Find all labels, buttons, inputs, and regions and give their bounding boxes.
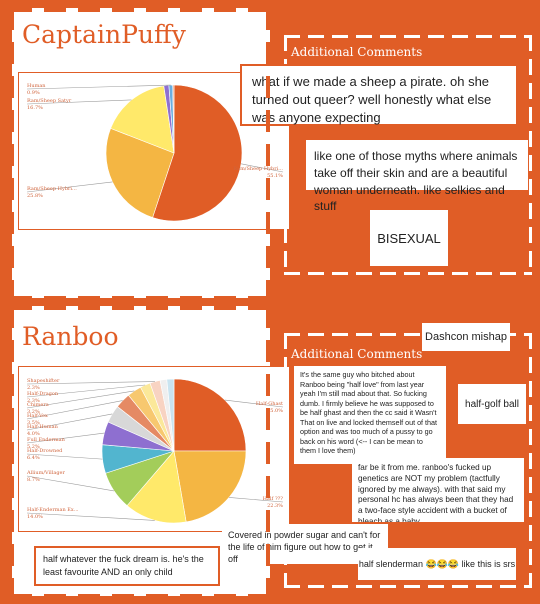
section-2-comments-border-bottom xyxy=(284,585,532,588)
comment-card: Dashcon mishap xyxy=(422,323,510,351)
slice-value-label: 25.8% xyxy=(27,193,43,199)
slice-label: Half-Human xyxy=(27,424,59,430)
slice-value-label: 55.1% xyxy=(267,173,283,179)
pie-slice-unlabeled xyxy=(172,84,175,154)
slice-label: Chimera xyxy=(27,402,49,408)
slice-value-label: 2.3% xyxy=(27,385,40,391)
leader-line xyxy=(229,497,284,503)
leader-line xyxy=(26,400,123,420)
pie-slice-ram-sheep-hybri xyxy=(105,127,175,218)
section-1-comments-border-top xyxy=(284,35,532,38)
comment-text: It's the same guy who bitched about Ranb… xyxy=(300,370,438,455)
comment-card: far be it from me. ranboo's fucked up ge… xyxy=(352,458,524,522)
slice-label: Half ??? xyxy=(263,496,284,502)
section-2-comments-title: Additional Comments xyxy=(291,347,423,361)
comment-text: like one of those myths where animals ta… xyxy=(314,149,518,214)
comment-text: Dashcon mishap xyxy=(425,331,507,343)
dashed-border xyxy=(10,306,272,310)
slice-value-label: 3.2% xyxy=(27,409,40,415)
leader-line xyxy=(26,413,113,431)
section-2-comments-border-top xyxy=(284,333,532,336)
section-2-comments-border-right xyxy=(529,333,532,588)
slice-value-label: 2.3% xyxy=(27,398,40,404)
comment-card: half-golf ball xyxy=(458,384,526,424)
pie-slice-unlabeled xyxy=(166,378,175,452)
slice-label: Half-Drowned xyxy=(27,448,63,454)
slice-label: Ram/Sheep Hybri... xyxy=(27,186,77,192)
dashed-border xyxy=(10,296,272,300)
chart-2-box: Half-Ghast25.0%Half ???22.3%Half-Enderma… xyxy=(18,366,290,532)
slice-value-label: 6.4% xyxy=(27,455,40,461)
leader-line xyxy=(26,99,132,105)
leader-line xyxy=(26,84,171,90)
pie-slice-half xyxy=(173,450,247,523)
section-2-title: Ranboo xyxy=(22,322,119,351)
dashed-border xyxy=(10,594,272,598)
leader-line xyxy=(26,453,103,460)
pie-chart-1: Ram/Sheep Hybri...55.1%Ram/Sheep Hybri..… xyxy=(26,83,284,222)
dashed-border xyxy=(10,8,14,300)
pie-slice-ram-sheep-hybri xyxy=(152,84,243,222)
slice-value-label: 16.7% xyxy=(27,105,43,111)
slice-value-label: 8.7% xyxy=(27,477,40,483)
pie-chart-2: Half-Ghast25.0%Half ???22.3%Half-Enderma… xyxy=(26,378,284,524)
comment-text: Covered in powder sugar and can't for th… xyxy=(228,530,381,565)
comment-text: half whatever the fuck dream is. he's th… xyxy=(43,554,204,577)
leader-line xyxy=(241,163,284,173)
section-1-title: CaptainPuffy xyxy=(22,20,186,49)
pie-slice-ram-sheep-satyr xyxy=(110,85,175,154)
slice-label: Half-Vex xyxy=(27,413,48,419)
slice-label: Ram/Sheep Hybri... xyxy=(233,166,283,172)
slice-label: Half-Enderman Ex... xyxy=(27,507,79,513)
section-1-comments-border-bottom xyxy=(284,272,532,275)
slice-label: Ram/Sheep Satyr xyxy=(27,98,72,104)
slice-value-label: 22.3% xyxy=(267,503,283,509)
section-2-comments-border-left xyxy=(284,333,287,588)
slice-label: Full Enderman xyxy=(27,437,66,443)
leader-line xyxy=(26,432,105,444)
slice-value-label: 4.0% xyxy=(27,431,40,437)
dashed-border xyxy=(266,8,270,300)
comment-text: BISEXUAL xyxy=(377,230,441,246)
comment-text: what if we made a sheep a pirate. oh she… xyxy=(252,74,492,126)
leader-line xyxy=(26,381,156,385)
comment-card: what if we made a sheep a pirate. oh she… xyxy=(240,64,518,126)
section-1-comments-border-right xyxy=(529,35,532,275)
pie-slice-half-ghast xyxy=(173,378,247,452)
leader-line xyxy=(26,512,155,521)
slice-label: Allium/Villager xyxy=(26,470,66,476)
section-1-comments-title: Additional Comments xyxy=(291,45,423,59)
leader-line xyxy=(26,390,135,409)
dashed-border xyxy=(266,306,270,598)
leader-line xyxy=(224,399,284,408)
leader-line xyxy=(26,475,115,492)
comment-text: half-golf ball xyxy=(465,398,519,410)
dashed-border xyxy=(10,306,14,598)
slice-value-label: 0.9% xyxy=(27,90,40,96)
slice-value-label: 5.2% xyxy=(27,444,40,450)
leader-line xyxy=(26,384,146,398)
comment-card: like one of those myths where animals ta… xyxy=(306,140,528,213)
slice-value-label: 3.5% xyxy=(27,420,40,426)
comment-card: BISEXUAL xyxy=(370,210,448,266)
comment-card: It's the same guy who bitched about Ranb… xyxy=(294,366,446,464)
slice-label: Half-Dragon xyxy=(27,391,59,397)
comment-text: far be it from me. ranboo's fucked up ge… xyxy=(358,463,514,522)
leader-line xyxy=(26,181,113,193)
slice-label: Shapeshifter xyxy=(27,378,60,384)
dashed-border xyxy=(10,8,272,12)
slice-value-label: 25.0% xyxy=(267,408,283,414)
slice-label: Human xyxy=(27,83,46,89)
comment-card: half slenderman 😂😂😂 like this is srs xyxy=(358,548,516,580)
pie-slice-half-enderman-ex xyxy=(126,450,187,524)
comment-text: half slenderman 😂😂😂 like this is srs xyxy=(358,558,516,569)
comment-card: half whatever the fuck dream is. he's th… xyxy=(34,546,220,586)
section-1-comments-border-left xyxy=(284,35,287,275)
slice-value-label: 14.0% xyxy=(27,514,43,520)
